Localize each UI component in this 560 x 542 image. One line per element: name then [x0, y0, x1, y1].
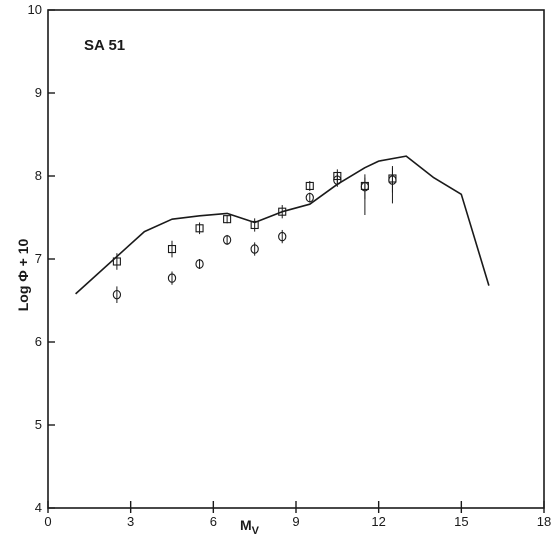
x-axis-title: MV [240, 517, 260, 537]
x-tick-label: 12 [371, 514, 385, 529]
x-tick-label: 0 [44, 514, 51, 529]
circle-data-point [305, 192, 314, 203]
y-axis-ticks: 4 5 6 7 8 9 10 [28, 2, 55, 515]
x-tick-label: 3 [127, 514, 134, 529]
square-data-point [305, 181, 314, 191]
circle-data-point [112, 289, 122, 300]
y-tick-label: 6 [35, 334, 42, 349]
circle-data-point [167, 273, 177, 283]
circle-data-point [360, 182, 370, 192]
x-axis-label-subscript: V [252, 525, 260, 537]
square-data-point [223, 215, 232, 224]
circle-data-point [278, 231, 287, 242]
circle-data-point [222, 235, 232, 245]
circle-data-point [333, 175, 342, 185]
square-data-point [278, 207, 287, 216]
x-axis-label: M [240, 517, 252, 533]
chart-title: SA 51 [84, 37, 125, 54]
circle-data-point [388, 175, 397, 185]
y-tick-label: 7 [35, 251, 42, 266]
y-tick-label: 10 [28, 2, 42, 17]
y-tick-label: 4 [35, 500, 42, 515]
y-tick-label: 9 [35, 85, 42, 100]
y-axis-title: Log Φ + 10 [15, 239, 31, 312]
x-tick-label: 9 [292, 514, 299, 529]
model-luminosity-line [75, 155, 490, 295]
x-tick-label: 18 [537, 514, 551, 529]
x-tick-label: 6 [210, 514, 217, 529]
square-data-point [167, 244, 177, 254]
plot-layer [75, 155, 490, 303]
x-axis-ticks: 0 3 6 9 12 15 18 [44, 501, 551, 529]
y-tick-label: 5 [35, 417, 42, 432]
x-tick-label: 15 [454, 514, 468, 529]
y-tick-label: 8 [35, 168, 42, 183]
square-data-point [250, 220, 259, 230]
circle-data-point [195, 259, 204, 269]
square-data-point [195, 224, 204, 233]
plot-frame [47, 9, 545, 509]
square-data-point [112, 257, 121, 266]
circle-data-point [250, 244, 259, 254]
